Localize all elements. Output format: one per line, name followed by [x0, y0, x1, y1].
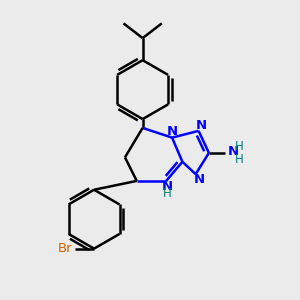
Text: N: N [228, 145, 239, 158]
Text: N: N [167, 125, 178, 138]
Text: H: H [163, 187, 172, 200]
Text: Br: Br [58, 242, 73, 255]
Text: H: H [235, 140, 244, 153]
Text: N: N [162, 180, 173, 193]
Text: H: H [235, 153, 244, 166]
Text: N: N [194, 173, 205, 186]
Text: N: N [196, 119, 207, 132]
